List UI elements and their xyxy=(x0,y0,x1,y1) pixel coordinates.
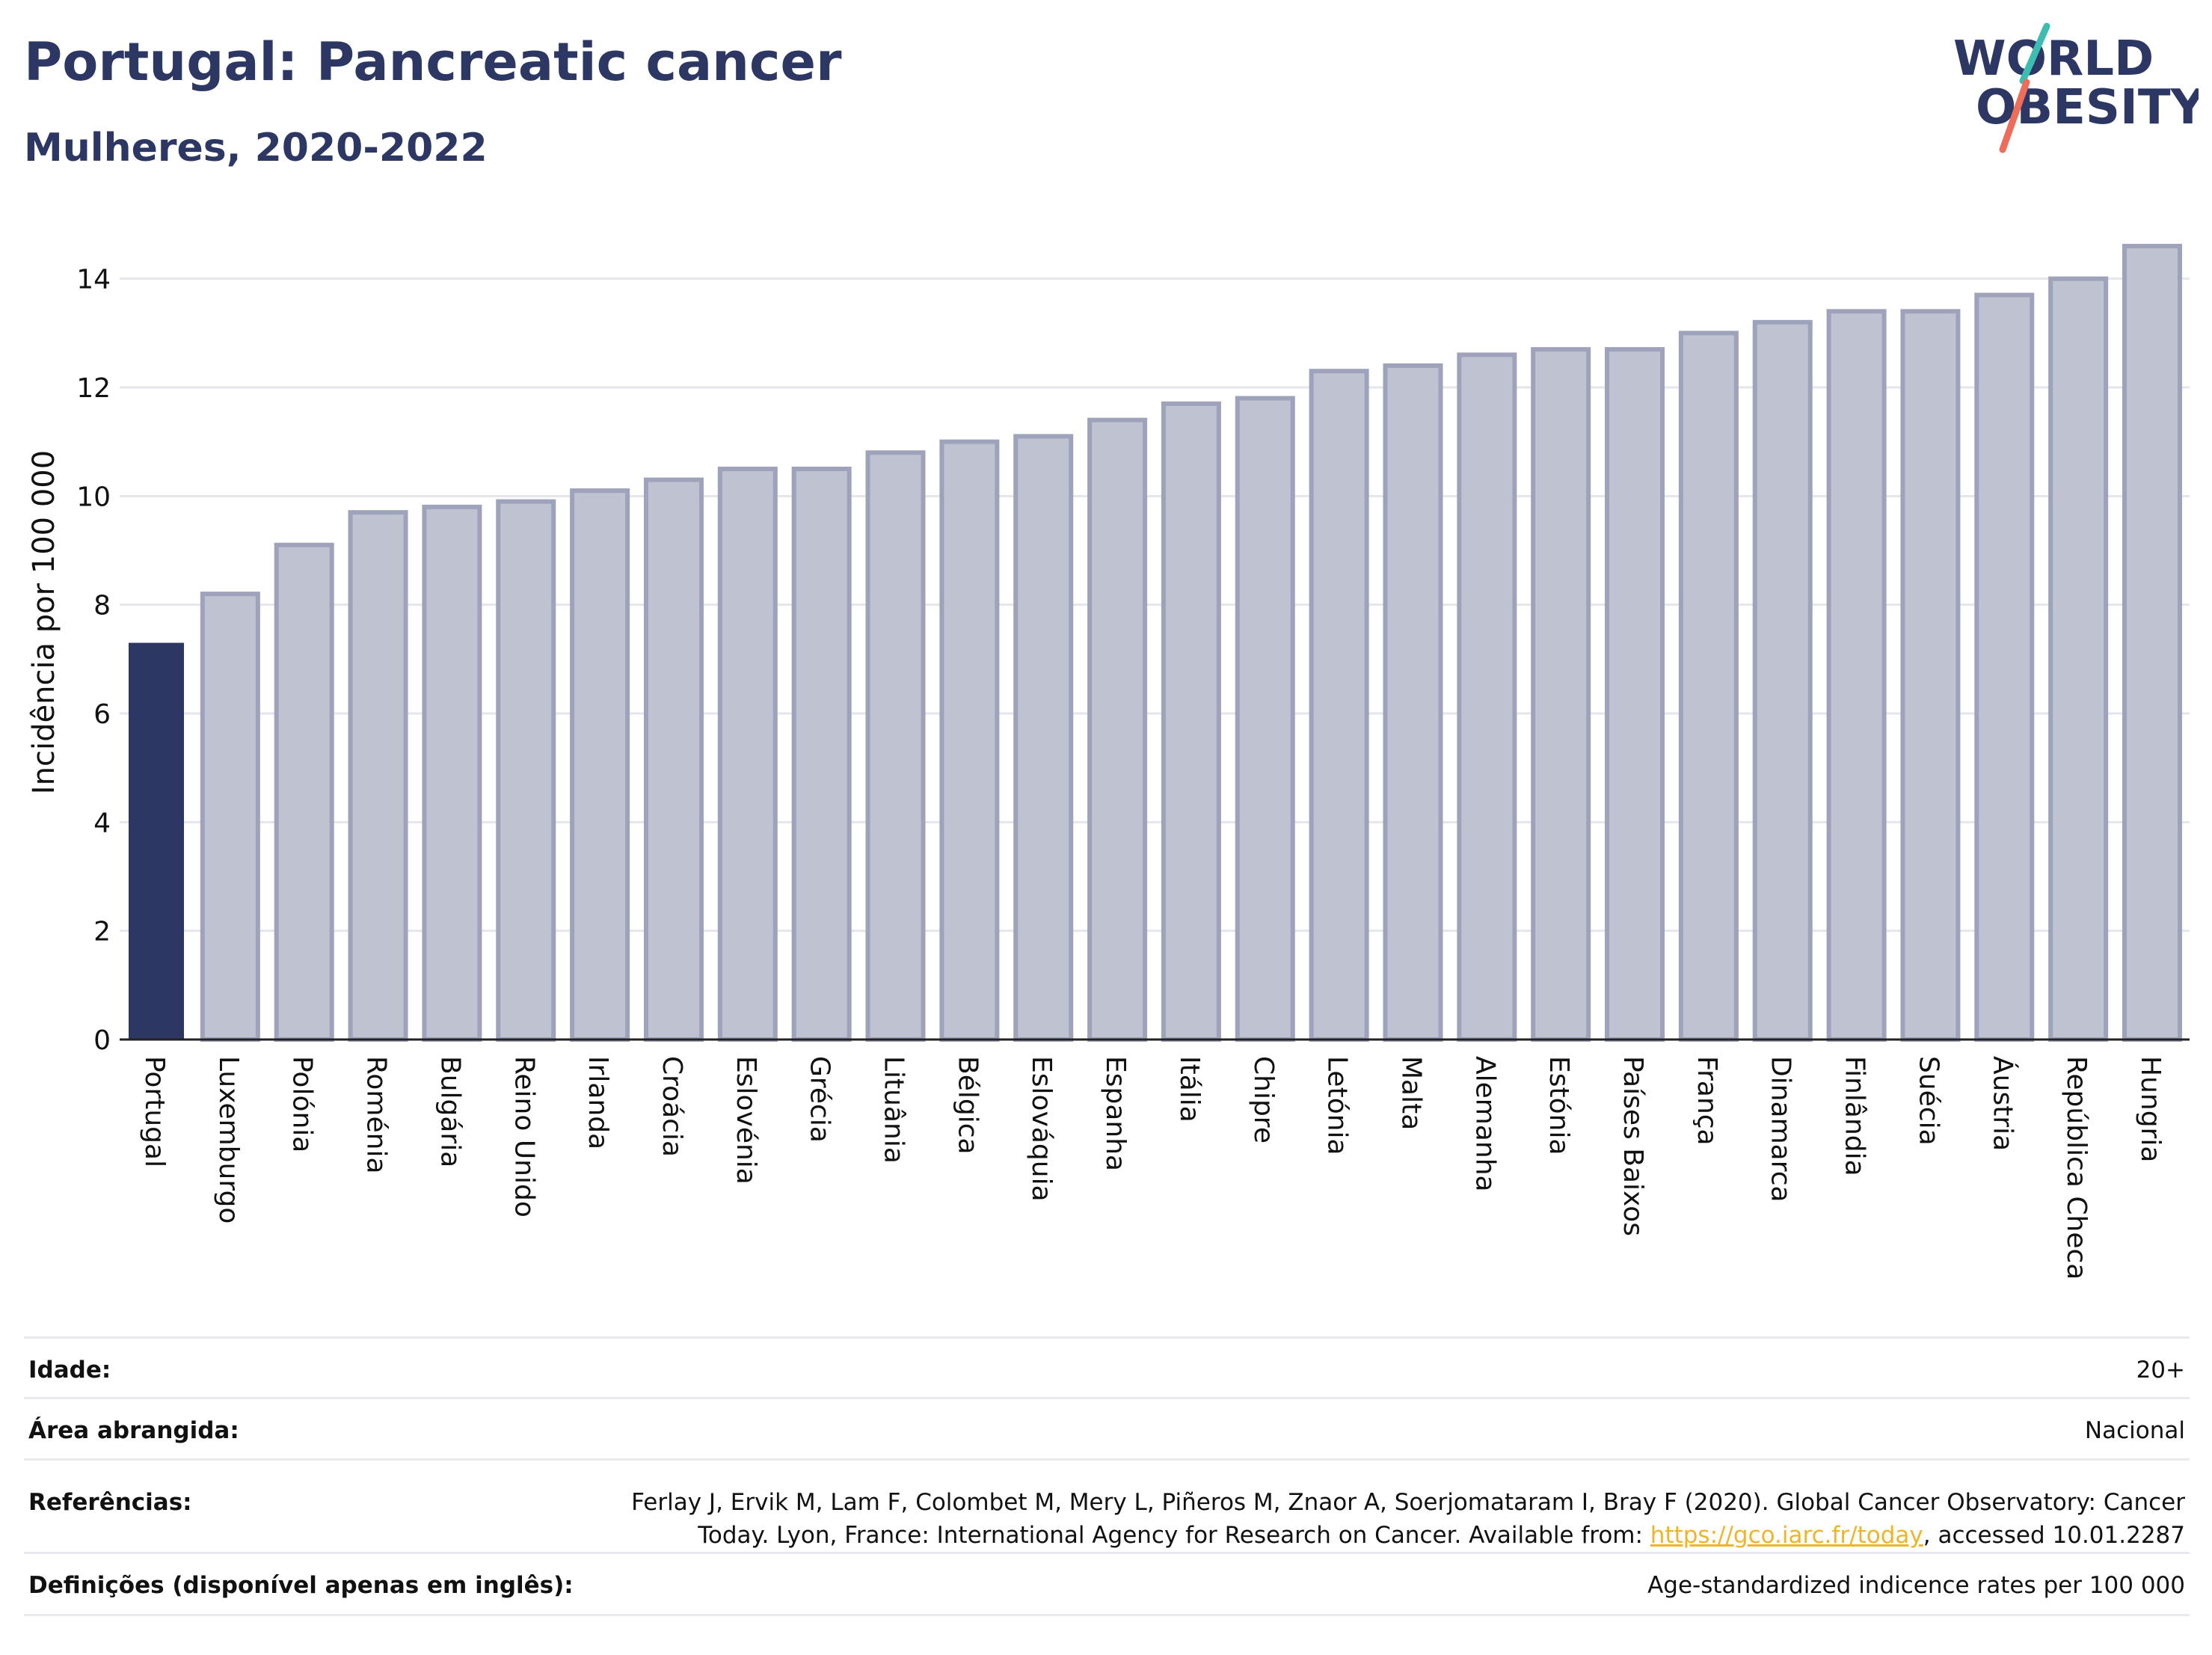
definitions-value: Age-standardized indicence rates per 100… xyxy=(1647,1572,2185,1599)
age-label: Idade: xyxy=(28,1357,111,1384)
x-tick-label: Dinamarca xyxy=(1766,1056,1796,1203)
references-label: Referências: xyxy=(28,1489,192,1516)
x-tick-label: Hungria xyxy=(2135,1056,2166,1162)
bar-finlândia xyxy=(1826,309,1887,1042)
x-axis-ticks: Portugal Luxemburgo Polónia Roménia Bulgária… xyxy=(139,1056,2166,1280)
references-value: Ferlay J, Ervik M, Lam F, Colombet M, Me… xyxy=(591,1460,2190,1553)
logo-slash-coral xyxy=(1999,79,2030,153)
x-tick-label: Bélgica xyxy=(952,1056,983,1155)
references-line-1: Ferlay J, Ervik M, Lam F, Colombet M, Me… xyxy=(631,1489,2185,1516)
y-tick-label: 12 xyxy=(76,373,111,404)
references-line-2-start: Today. Lyon, France: International Agenc… xyxy=(698,1522,1650,1549)
x-tick-label: Chipre xyxy=(1248,1056,1279,1143)
x-tick-label: França xyxy=(1692,1056,1722,1146)
x-tick-label: República Checa xyxy=(2061,1056,2092,1280)
x-tick-label: Espanha xyxy=(1100,1056,1131,1171)
bar-irlanda xyxy=(570,488,630,1042)
bar-suécia xyxy=(1900,309,1961,1042)
bar-roménia xyxy=(348,510,408,1042)
x-tick-label: Áustria xyxy=(1987,1056,2018,1151)
bar-hungria xyxy=(2122,244,2182,1043)
y-tick-label: 0 xyxy=(93,1025,111,1056)
bar-chipre xyxy=(1235,396,1295,1042)
x-tick-label: Grécia xyxy=(805,1056,835,1143)
bar-polónia xyxy=(274,542,334,1042)
info-table: Idade: 20+ Área abrangida: Nacional Refe… xyxy=(24,1336,2190,1616)
logo-world-text: WORLD xyxy=(1953,31,2154,87)
area-value: Nacional xyxy=(2084,1417,2185,1444)
x-tick-label: Itália xyxy=(1174,1056,1205,1123)
bar-alemanha xyxy=(1457,352,1517,1042)
x-tick-label: Roménia xyxy=(361,1056,392,1174)
x-tick-label: Eslováquia xyxy=(1026,1056,1057,1202)
info-row-definitions: Definições (disponível apenas em inglês)… xyxy=(24,1553,2190,1615)
chart-subtitle: Mulheres, 2020-2022 xyxy=(24,126,488,171)
info-row-area: Área abrangida: Nacional xyxy=(24,1398,2190,1460)
y-tick-label: 4 xyxy=(93,808,111,838)
references-line-2-end: , accessed 10.01.2287 xyxy=(1923,1522,2185,1549)
x-tick-label: Eslovénia xyxy=(731,1056,761,1185)
y-tick-label: 6 xyxy=(93,699,111,730)
bar-bélgica xyxy=(939,439,1000,1042)
x-tick-label: Alemanha xyxy=(1469,1056,1500,1192)
bar-espanha xyxy=(1087,417,1148,1042)
bar-letónia xyxy=(1309,369,1369,1042)
chart-title: Portugal: Pancreatic cancer xyxy=(24,31,842,93)
y-tick-label: 2 xyxy=(93,917,111,948)
logo-slash-teal xyxy=(2019,22,2050,85)
y-tick-label: 14 xyxy=(76,265,111,295)
info-row-references: Referências: Ferlay J, Ervik M, Lam F, C… xyxy=(24,1459,2190,1553)
x-tick-label: Irlanda xyxy=(583,1056,613,1149)
bar-república-checa xyxy=(2048,276,2109,1042)
y-axis-ticks: 0 2 4 6 8 10 12 14 xyxy=(76,265,111,1056)
definitions-label: Definições (disponível apenas em inglês)… xyxy=(28,1572,574,1599)
bar-itália xyxy=(1161,401,1221,1042)
x-tick-label: Croácia xyxy=(657,1056,687,1157)
bar-bulgária xyxy=(422,504,482,1042)
x-tick-label: Luxemburgo xyxy=(213,1056,244,1223)
bar-lituânia xyxy=(865,450,926,1042)
y-tick-label: 10 xyxy=(76,482,111,512)
x-tick-label: Finlândia xyxy=(1840,1056,1870,1176)
x-tick-label: Letónia xyxy=(1322,1056,1353,1155)
x-tick-label: Países Baixos xyxy=(1617,1056,1648,1236)
bars xyxy=(129,244,2182,1043)
x-tick-label: Suécia xyxy=(1913,1056,1944,1146)
x-tick-label: Malta xyxy=(1395,1056,1426,1130)
bar-países-baixos xyxy=(1605,347,1665,1042)
bar-eslovénia xyxy=(717,467,778,1042)
y-axis-label: Incidência por 100 000 xyxy=(27,450,61,794)
bar-luxemburgo xyxy=(200,592,260,1042)
x-tick-label: Estónia xyxy=(1543,1056,1574,1155)
bar-grécia xyxy=(791,467,852,1042)
bar-áustria xyxy=(1974,292,2035,1042)
bar-croácia xyxy=(643,477,704,1042)
bar-estónia xyxy=(1531,347,1591,1042)
x-tick-label: Lituânia xyxy=(879,1056,909,1164)
bar-frança xyxy=(1678,331,1739,1043)
bar-dinamarca xyxy=(1752,319,1813,1042)
x-tick-label: Reino Unido xyxy=(509,1056,539,1218)
bar-malta xyxy=(1383,363,1443,1042)
age-value: 20+ xyxy=(2136,1357,2185,1384)
area-label: Área abrangida: xyxy=(28,1417,239,1444)
bar-reino-unido xyxy=(496,499,556,1042)
world-obesity-logo: WORLD OBESITY xyxy=(1953,22,2199,153)
bar-eslováquia xyxy=(1013,434,1074,1042)
references-link[interactable]: https://gco.iarc.fr/today xyxy=(1650,1522,1923,1549)
x-tick-label: Portugal xyxy=(139,1056,170,1167)
bar-chart: 0 2 4 6 8 10 12 14 Portugal Luxemburgo Polónia Rom… xyxy=(27,244,2190,1280)
x-tick-label: Bulgária xyxy=(434,1056,465,1167)
x-tick-label: Polónia xyxy=(287,1056,318,1152)
y-tick-label: 8 xyxy=(93,591,111,621)
bar-portugal xyxy=(129,642,184,1040)
info-row-age: Idade: 20+ xyxy=(24,1337,2190,1398)
